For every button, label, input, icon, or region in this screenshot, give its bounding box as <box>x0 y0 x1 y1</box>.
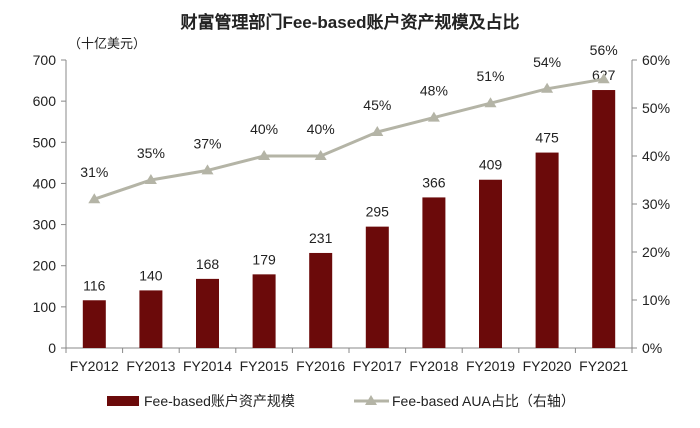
line-point <box>88 193 101 204</box>
right-tick-label: 60% <box>642 52 670 68</box>
left-tick-label: 400 <box>33 175 57 191</box>
unit-label: （十亿美元） <box>68 36 146 51</box>
bar-data-label: 179 <box>252 251 276 267</box>
left-tick-label: 100 <box>33 299 57 315</box>
bar-data-label: 140 <box>139 267 163 283</box>
legend-bar-swatch <box>107 396 139 406</box>
right-tick-label: 50% <box>642 100 670 116</box>
right-tick-label: 40% <box>642 148 670 164</box>
x-tick-label: FY2018 <box>409 358 458 374</box>
bar <box>82 300 106 348</box>
bar-data-label: 168 <box>196 256 220 272</box>
left-tick-label: 0 <box>48 340 56 356</box>
line-data-label: 35% <box>137 145 165 161</box>
left-tick-label: 600 <box>33 93 57 109</box>
x-tick-label: FY2013 <box>126 358 175 374</box>
left-tick-label: 500 <box>33 134 57 150</box>
line-point <box>144 174 157 184</box>
bar-data-label: 295 <box>366 204 390 220</box>
bar <box>535 152 559 348</box>
x-tick-label: FY2014 <box>183 358 232 374</box>
line-data-label: 37% <box>193 135 221 151</box>
left-tick-label: 700 <box>33 52 57 68</box>
line-data-label: 40% <box>250 121 278 137</box>
right-tick-label: 10% <box>642 292 670 308</box>
bar-data-label: 475 <box>535 130 559 146</box>
x-tick-label: FY2021 <box>579 358 628 374</box>
line-data-label: 48% <box>420 83 448 99</box>
line-data-label: 45% <box>363 97 391 113</box>
line-data-label: 40% <box>307 121 335 137</box>
bar <box>592 90 616 348</box>
left-tick-label: 300 <box>33 217 57 233</box>
line-series <box>93 77 604 201</box>
bar <box>365 226 389 348</box>
x-tick-label: FY2016 <box>296 358 345 374</box>
bar <box>196 278 219 348</box>
line-point <box>201 164 214 175</box>
x-tick-label: FY2020 <box>523 358 572 374</box>
legend-line-marker <box>365 395 377 405</box>
line-point <box>541 82 554 93</box>
line-point <box>371 126 384 136</box>
line-point <box>258 150 271 160</box>
chart-title: 财富管理部门Fee-based账户资产规模及占比 <box>179 12 519 32</box>
line-data-label: 51% <box>476 68 504 84</box>
bar <box>309 252 333 348</box>
line-data-label: 56% <box>590 42 618 58</box>
line-point <box>427 111 440 122</box>
line-data-label: 31% <box>80 164 108 180</box>
bar <box>252 274 276 348</box>
bar <box>422 197 446 348</box>
left-tick-label: 200 <box>33 258 57 274</box>
x-tick-label: FY2017 <box>353 358 402 374</box>
right-tick-label: 30% <box>642 196 670 212</box>
x-tick-label: FY2015 <box>240 358 289 374</box>
line-point <box>597 73 610 84</box>
line-point <box>314 150 327 160</box>
legend-bar-label: Fee-based账户资产规模 <box>144 393 295 409</box>
bar-data-label: 231 <box>309 230 333 246</box>
bar <box>479 179 502 348</box>
right-tick-label: 0% <box>642 340 662 356</box>
bar-data-label: 409 <box>479 157 503 173</box>
bar <box>139 290 163 348</box>
bar-data-label: 116 <box>83 277 106 293</box>
line-point <box>484 97 497 108</box>
x-tick-label: FY2012 <box>70 358 119 374</box>
legend-line-label: Fee-based AUA占比（右轴） <box>392 393 575 409</box>
x-tick-label: FY2019 <box>466 358 515 374</box>
line-data-label: 54% <box>533 54 561 70</box>
right-tick-label: 20% <box>642 244 670 260</box>
bar-data-label: 366 <box>422 174 446 190</box>
